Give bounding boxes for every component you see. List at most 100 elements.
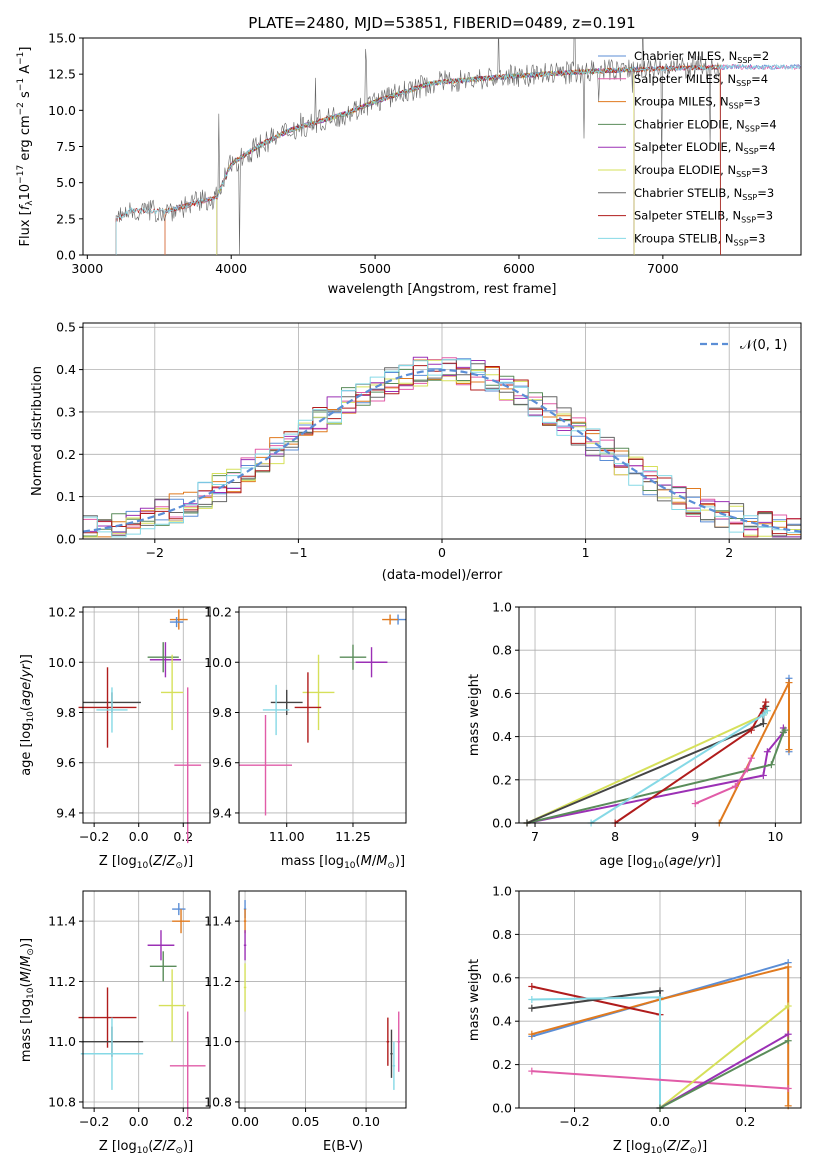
y-tick-label: 0.0 <box>56 248 76 263</box>
y-axis-label: mass [log10(M/M⊙)] <box>19 938 36 1062</box>
y-tick-label: 0.4 <box>492 1014 512 1029</box>
mass-weight-line-5 <box>526 705 767 824</box>
y-tick-label: 12.5 <box>48 67 76 82</box>
mass-weight-line-6 <box>659 1005 789 1109</box>
x-tick-label: 0.10 <box>352 1114 380 1129</box>
x-axis-label: Z [log10(Z/Z⊙)] <box>99 854 193 871</box>
x-axis-label: Z [log10(Z/Z⊙)] <box>99 1139 193 1156</box>
x-tick-label: −0.2 <box>79 829 109 844</box>
histogram-line-8 <box>83 359 801 538</box>
y-tick-label: 0.2 <box>492 1057 512 1072</box>
y-tick-label: 0.2 <box>56 447 76 462</box>
y-tick-label: 0.0 <box>492 816 512 831</box>
y-tick-label: 0.6 <box>492 686 512 701</box>
x-tick-label: 11.00 <box>269 829 305 844</box>
legend-label: Kroupa MILES, NSSP=3 <box>634 95 760 111</box>
spectrum-series <box>115 38 801 255</box>
y-tick-label: 9.4 <box>212 805 232 820</box>
x-tick-label: 0.2 <box>736 1114 756 1129</box>
y-tick-label: 9.6 <box>56 755 76 770</box>
axes-frame-5 <box>82 890 211 1109</box>
histogram-line-2 <box>83 359 801 538</box>
spectrum-line-1 <box>164 64 801 255</box>
x-axis-label: (data-model)/error <box>382 568 503 583</box>
spectrum-line-7 <box>115 64 721 255</box>
mass-weight-line-2 <box>531 985 661 1016</box>
x-tick-label: −1 <box>289 545 307 560</box>
legend-label: Chabrier MILES, NSSP=2 <box>634 49 769 65</box>
x-tick-label: −0.2 <box>79 1114 109 1129</box>
spectrum-line-3 <box>216 67 635 255</box>
mass-weight-line-3 <box>526 729 786 824</box>
y-axis-label: Normed distribution <box>30 366 45 496</box>
mass-weight-line-7 <box>590 710 769 824</box>
y-tick-label: 10.0 <box>204 655 232 670</box>
y-tick-label: 11.4 <box>204 914 232 929</box>
y-tick-label: 11.2 <box>48 974 76 989</box>
histogram-series <box>83 356 801 538</box>
y-tick-label: 1.0 <box>492 600 512 615</box>
y-tick-label: 0.8 <box>492 643 512 658</box>
y-axis-label: mass weight <box>467 959 482 1041</box>
axes-frame-3 <box>238 606 407 824</box>
y-tick-label: 11.4 <box>48 914 76 929</box>
y-tick-label: 11.2 <box>204 974 232 989</box>
y-tick-label: 11.0 <box>48 1034 76 1049</box>
x-tick-label: 3000 <box>71 261 103 276</box>
y-tick-label: 9.8 <box>56 705 76 720</box>
y-tick-label: 0.8 <box>492 927 512 942</box>
y-tick-label: 10.2 <box>204 605 232 620</box>
y-tick-label: 0.3 <box>56 404 76 419</box>
axes-frame-4 <box>518 606 802 824</box>
x-tick-label: −2 <box>146 545 164 560</box>
chart-title: PLATE=2480, MJD=53851, FIBERID=0489, z=0… <box>248 14 635 32</box>
x-axis-label: wavelength [Angstrom, rest frame] <box>328 282 557 297</box>
y-tick-label: 15.0 <box>48 31 76 46</box>
x-tick-label: 10 <box>767 829 783 844</box>
axes-frame-6 <box>238 890 407 1109</box>
x-tick-label: 9 <box>691 829 699 844</box>
mass-weight-line-5 <box>531 1070 789 1090</box>
x-tick-label: 0.0 <box>129 1114 149 1129</box>
x-axis-label: age [log10(age/yr)] <box>599 854 721 871</box>
y-tick-label: 0.4 <box>492 729 512 744</box>
y-tick-label: 10.8 <box>204 1094 232 1109</box>
y-tick-label: 10.8 <box>48 1094 76 1109</box>
x-tick-label: 0.0 <box>129 829 149 844</box>
axes-frame-7 <box>518 890 802 1109</box>
spectrum-line-5 <box>216 67 635 255</box>
mass-weight-line-3 <box>531 989 661 1108</box>
y-axis-label: Flux [fλ10−17 erg cm−2 s−1 A−1] <box>16 47 35 247</box>
y-tick-label: 9.4 <box>56 805 76 820</box>
axes-frame-1 <box>82 322 802 540</box>
x-tick-label: 0.2 <box>173 1114 193 1129</box>
legend-label: Salpeter ELODIE, NSSP=4 <box>634 140 776 156</box>
y-tick-label: 0.6 <box>492 970 512 985</box>
y-tick-label: 7.5 <box>56 139 76 154</box>
y-tick-label: 0.2 <box>492 772 512 787</box>
mass-weight-line-8 <box>659 1039 789 1109</box>
y-axis-label: mass weight <box>467 674 482 756</box>
y-axis-label: age [log10(age/yr)] <box>19 654 36 776</box>
x-tick-label: 0.05 <box>292 1114 320 1129</box>
x-tick-label: 1 <box>582 545 590 560</box>
y-tick-label: 10.0 <box>48 103 76 118</box>
spectrum-line-4 <box>216 67 635 255</box>
mass-weight-line-4 <box>526 710 769 824</box>
mass-weight-line-8 <box>694 757 753 805</box>
y-tick-label: 0.0 <box>492 1101 512 1116</box>
x-axis-label: Z [log10(Z/Z⊙)] <box>613 1139 707 1156</box>
y-tick-label: 10.0 <box>48 655 76 670</box>
spectrum-line-0 <box>164 64 801 255</box>
x-tick-label: 0.00 <box>231 1114 259 1129</box>
x-tick-label: 0 <box>438 545 446 560</box>
y-tick-label: 5.0 <box>56 175 76 190</box>
x-tick-label: 8 <box>611 829 619 844</box>
x-tick-label: −0.2 <box>559 1114 589 1129</box>
legend-label: Kroupa ELODIE, NSSP=3 <box>634 163 768 179</box>
x-tick-label: 11.25 <box>335 829 371 844</box>
legend-label: 𝒩(0, 1) <box>740 338 787 353</box>
legend-label: Chabrier STELIB, NSSP=3 <box>634 186 774 202</box>
gaussian-curve <box>83 368 801 533</box>
